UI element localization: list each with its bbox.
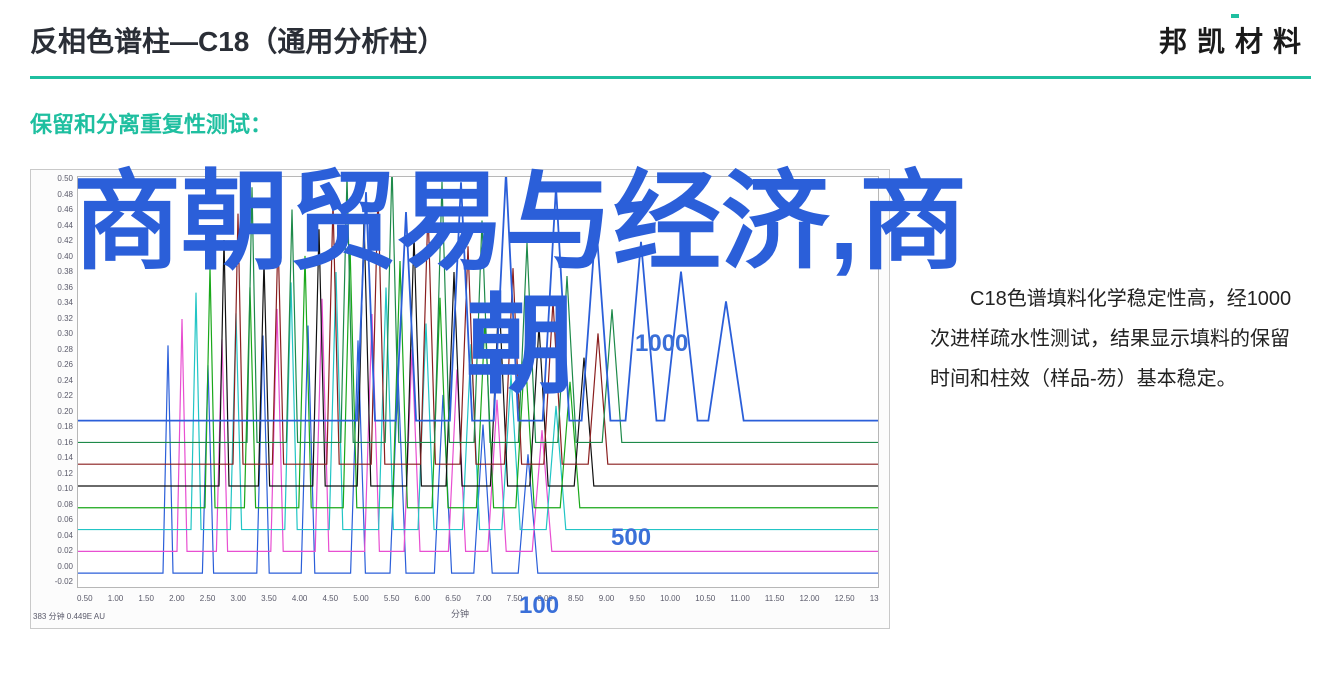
plot-area <box>77 176 879 588</box>
chart-corner-label: 383 分钟 0.449E AU <box>33 611 105 622</box>
y-tick: -0.02 <box>33 577 73 586</box>
description-text: C18色谱填料化学稳定性高，经1000次进样疏水性测试，结果显示填料的保留时间和… <box>930 279 1300 399</box>
header: 反相色谱柱—C18（通用分析柱） 邦凯材料 <box>0 0 1341 60</box>
brand-text: 邦凯材料 <box>1159 26 1311 57</box>
x-tick: 13 <box>870 594 879 606</box>
x-tick: 4.50 <box>323 594 339 606</box>
x-tick: 5.50 <box>384 594 400 606</box>
y-tick: 0.20 <box>33 407 73 416</box>
x-tick: 1.00 <box>108 594 124 606</box>
x-tick: 10.00 <box>660 594 680 606</box>
x-tick: 9.50 <box>629 594 645 606</box>
y-tick: 0.50 <box>33 174 73 183</box>
x-tick: 7.00 <box>476 594 492 606</box>
x-axis-label: 分钟 <box>451 607 469 620</box>
y-tick: 0.02 <box>33 546 73 555</box>
chromatogram-chart: -0.02 0.00 0.02 0.04 0.06 0.08 0.10 0.12 0.14 0.1… <box>30 169 890 629</box>
y-tick: 0.30 <box>33 329 73 338</box>
trace-count-label: 100 <box>519 592 559 620</box>
y-tick: 0.32 <box>33 314 73 323</box>
y-tick: 0.28 <box>33 345 73 354</box>
y-tick: 0.22 <box>33 391 73 400</box>
y-tick: 0.04 <box>33 531 73 540</box>
y-axis-ticks: -0.02 0.00 0.02 0.04 0.06 0.08 0.10 0.12 0.14 0.1… <box>33 174 73 586</box>
x-tick: 1.50 <box>138 594 154 606</box>
y-tick: 0.38 <box>33 267 73 276</box>
x-tick: 2.00 <box>169 594 185 606</box>
y-tick: 0.14 <box>33 453 73 462</box>
trace-count-label: 500 <box>611 524 651 552</box>
y-tick: 0.44 <box>33 221 73 230</box>
chromatogram-trace <box>78 219 878 486</box>
y-tick: 0.46 <box>33 205 73 214</box>
x-tick: 4.00 <box>292 594 308 606</box>
brand-accent-dot <box>1231 14 1239 18</box>
x-tick: 8.50 <box>568 594 584 606</box>
x-tick: 11.50 <box>765 594 784 606</box>
x-tick: 2.50 <box>200 594 216 606</box>
brand-logo: 邦凯材料 <box>1159 20 1311 60</box>
x-tick: 0.50 <box>77 594 93 606</box>
y-tick: 0.24 <box>33 376 73 385</box>
x-tick: 3.00 <box>230 594 246 606</box>
x-tick: 3.50 <box>261 594 277 606</box>
x-tick: 11.00 <box>730 594 749 606</box>
header-underline <box>30 76 1311 79</box>
x-tick: 10.50 <box>695 594 715 606</box>
y-tick: 0.26 <box>33 360 73 369</box>
y-tick: 0.06 <box>33 515 73 524</box>
x-tick: 9.00 <box>599 594 615 606</box>
y-tick: 0.08 <box>33 500 73 509</box>
x-tick: 5.00 <box>353 594 369 606</box>
y-tick: 0.42 <box>33 236 73 245</box>
content-row: -0.02 0.00 0.02 0.04 0.06 0.08 0.10 0.12 0.14 0.1… <box>30 169 1311 629</box>
x-tick: 6.50 <box>445 594 461 606</box>
y-tick: 0.40 <box>33 252 73 261</box>
y-tick: 0.16 <box>33 438 73 447</box>
y-tick: 0.36 <box>33 283 73 292</box>
x-tick: 12.00 <box>799 594 819 606</box>
section-subtitle: 保留和分离重复性测试： <box>30 107 1341 139</box>
y-tick: 0.12 <box>33 469 73 478</box>
y-tick: 0.00 <box>33 562 73 571</box>
x-axis-ticks: 0.50 1.00 1.50 2.00 2.50 3.00 3.50 4.00 4.50 5.00… <box>77 594 879 606</box>
y-tick: 0.34 <box>33 298 73 307</box>
trace-count-label: 1000 <box>635 330 688 358</box>
chart-svg <box>78 177 878 587</box>
y-tick: 0.10 <box>33 484 73 493</box>
x-tick: 6.00 <box>415 594 431 606</box>
y-tick: 0.48 <box>33 190 73 199</box>
y-tick: 0.18 <box>33 422 73 431</box>
chromatogram-trace <box>78 272 878 529</box>
x-tick: 12.50 <box>835 594 855 606</box>
page-title: 反相色谱柱—C18（通用分析柱） <box>30 20 445 60</box>
